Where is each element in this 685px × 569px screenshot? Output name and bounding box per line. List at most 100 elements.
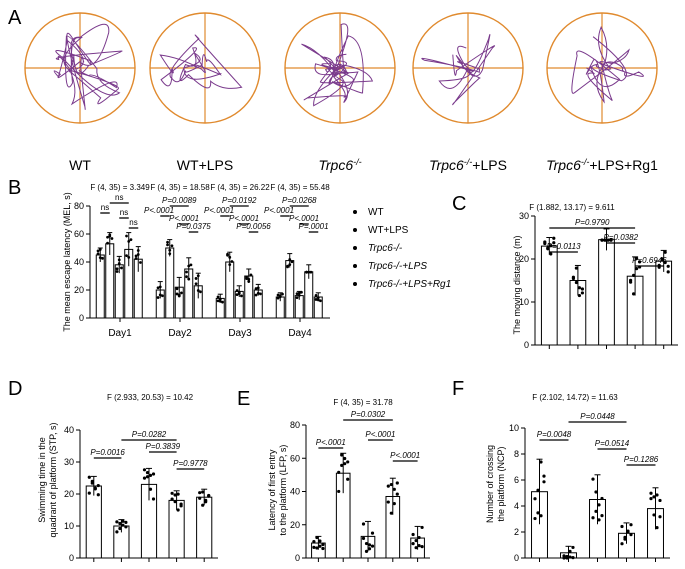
data-point (414, 546, 418, 550)
y-tick-label: 4 (514, 501, 519, 511)
data-point (142, 468, 147, 472)
comparison-label: P=0.0113 (547, 242, 581, 251)
data-point (148, 487, 153, 491)
data-point (117, 262, 121, 265)
panel-e-title: F (4, 35) = 31.78 (333, 398, 393, 407)
data-point (594, 509, 598, 513)
data-point (96, 483, 100, 488)
data-point (125, 234, 128, 238)
comparison-label: P=0.6946 (632, 256, 667, 265)
data-point (635, 256, 639, 261)
data-point (542, 474, 546, 478)
data-point (300, 290, 303, 294)
data-point (546, 247, 550, 251)
swim-track-path (421, 34, 495, 106)
comparison-label: P<.0001 (316, 438, 346, 447)
panel-c-title: F (1.882, 13.17) = 9.611 (529, 203, 615, 212)
data-point (549, 244, 553, 248)
y-tick-label: 0 (69, 553, 74, 563)
data-point (115, 520, 119, 524)
y-tick-label: 0 (514, 553, 519, 563)
data-point (337, 489, 341, 494)
data-point (392, 502, 396, 506)
legend-marker (353, 282, 357, 286)
data-point (346, 460, 350, 464)
comparison-label: P=0.0282 (132, 430, 167, 439)
data-point (170, 491, 174, 495)
panel-d-title: F (2.933, 20.53) = 10.42 (107, 393, 194, 402)
data-point (591, 477, 595, 481)
legend-label: Trpc6-/-+LPS+Rg1 (368, 279, 451, 290)
data-point (228, 255, 232, 259)
data-point (364, 549, 369, 553)
data-point (175, 292, 179, 296)
bar (196, 496, 213, 559)
data-point (295, 296, 299, 300)
y-tick-label: 20 (64, 489, 74, 499)
data-point (127, 256, 131, 259)
data-point (552, 241, 556, 245)
data-point (568, 555, 572, 559)
data-point (194, 282, 198, 286)
y-tick-label: 20 (290, 520, 300, 530)
data-point (139, 261, 142, 264)
panel-f-ylabel: Number of crossing the platform (NCP) (485, 445, 506, 523)
maze-label: WT+LPS (177, 157, 233, 173)
data-point (307, 270, 311, 274)
data-point (168, 252, 172, 256)
maze-label: Trpc6-/- (318, 157, 361, 173)
data-point (216, 295, 220, 299)
y-tick-label: 20 (519, 254, 529, 264)
data-point (120, 266, 123, 270)
panel-letter-a: A (8, 7, 22, 29)
data-point (256, 291, 260, 295)
data-point (247, 280, 251, 283)
data-point (187, 264, 191, 268)
data-point (629, 533, 633, 537)
y-tick-label: 6 (514, 475, 519, 485)
data-point (337, 470, 341, 474)
data-point (179, 504, 183, 508)
data-point (185, 275, 188, 279)
y-tick-label: 40 (74, 257, 84, 267)
panel-c-ylabel: The moving distance (m) (512, 235, 522, 334)
data-point (552, 236, 556, 240)
data-point (254, 287, 258, 290)
data-point (389, 511, 393, 515)
data-point (142, 476, 147, 480)
data-point (115, 530, 119, 534)
data-point (652, 513, 656, 517)
data-point (318, 539, 322, 543)
data-point (129, 238, 133, 242)
data-point (411, 532, 415, 537)
panel-e-ylabel: Latency of first entry to the platform (… (267, 445, 288, 536)
data-point (316, 296, 320, 300)
comparison-label: P=0.9790 (575, 218, 610, 227)
data-point (632, 273, 636, 277)
panel-letter-d: D (8, 378, 22, 400)
data-point (315, 546, 319, 550)
comparison-label: P=0.0302 (351, 410, 386, 419)
data-point (658, 515, 662, 519)
panel-letter-f: F (452, 378, 464, 400)
y-tick-label: 80 (290, 420, 300, 430)
data-point (127, 239, 131, 243)
comparison-label: P<.0001 (229, 214, 259, 223)
data-point (660, 257, 664, 261)
x-tick-label: Day2 (168, 328, 192, 339)
data-point (597, 518, 601, 522)
data-point (276, 293, 280, 297)
data-point (201, 490, 205, 494)
data-point (343, 462, 347, 466)
data-point (93, 487, 97, 491)
legend-label: WT+LPS (368, 225, 409, 236)
y-tick-label: 30 (519, 211, 529, 221)
maze-label: Trpc6-/-+LPS (429, 157, 507, 173)
comparison-label: P=0.0089 (162, 196, 197, 205)
bar (540, 245, 558, 346)
data-point (276, 296, 280, 300)
data-point (166, 243, 169, 247)
data-point (156, 286, 160, 290)
data-point (577, 293, 582, 298)
